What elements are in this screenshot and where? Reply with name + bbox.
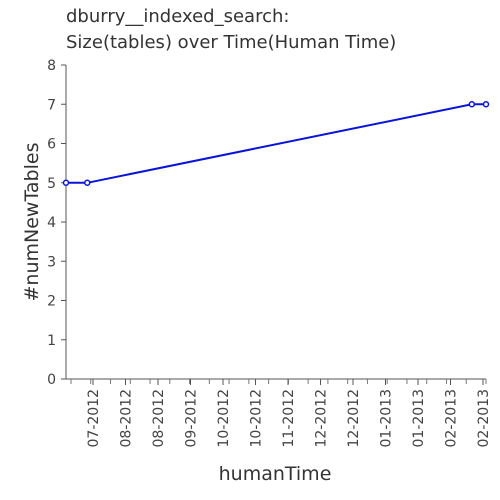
plot-area xyxy=(62,101,490,186)
data-point xyxy=(468,101,476,108)
x-tick-label: 08-2012 xyxy=(119,389,135,448)
x-tick-label: 08-2012 xyxy=(151,389,167,448)
y-tick-label: 8 xyxy=(47,58,56,74)
x-tick-label: 10-2012 xyxy=(216,389,232,448)
y-axis-label: #numNewTables xyxy=(21,143,43,302)
y-tick-label: 3 xyxy=(47,254,56,270)
x-tick-label: 01-2013 xyxy=(379,389,395,448)
chart-title-line-1: dburry__indexed_search: xyxy=(66,6,290,27)
y-axis: 0 1 2 3 4 5 6 7 8 xyxy=(47,58,67,388)
y-tick-label: 0 xyxy=(47,372,56,388)
x-tick-label: 02-2013 xyxy=(444,389,460,448)
x-tick-label: 01-2013 xyxy=(411,389,427,448)
x-axis: 07-2012 08-2012 08-2012 09-2012 10-2012 10-20… xyxy=(66,378,492,448)
x-tick-label: 02-2013 xyxy=(476,389,492,448)
y-tick-label: 6 xyxy=(47,137,56,153)
x-axis-label: humanTime xyxy=(219,463,332,485)
data-point xyxy=(84,179,91,186)
series-line xyxy=(66,103,486,184)
x-tick-label: 11-2012 xyxy=(281,389,297,448)
y-tick-label: 4 xyxy=(47,215,56,231)
data-point xyxy=(62,179,70,186)
y-tick-label: 5 xyxy=(47,176,56,192)
x-tick-label: 12-2012 xyxy=(314,389,330,448)
y-tick-label: 1 xyxy=(47,333,56,349)
chart-title-line-2: Size(tables) over Time(Human Time) xyxy=(66,32,397,53)
x-tick-label: 12-2012 xyxy=(346,389,362,448)
y-tick-label: 2 xyxy=(47,294,56,310)
data-point xyxy=(482,101,490,108)
x-tick-label: 09-2012 xyxy=(184,389,200,448)
x-tick-label: 10-2012 xyxy=(249,389,265,448)
y-tick-label: 7 xyxy=(47,97,56,113)
x-tick-label: 07-2012 xyxy=(86,389,102,448)
